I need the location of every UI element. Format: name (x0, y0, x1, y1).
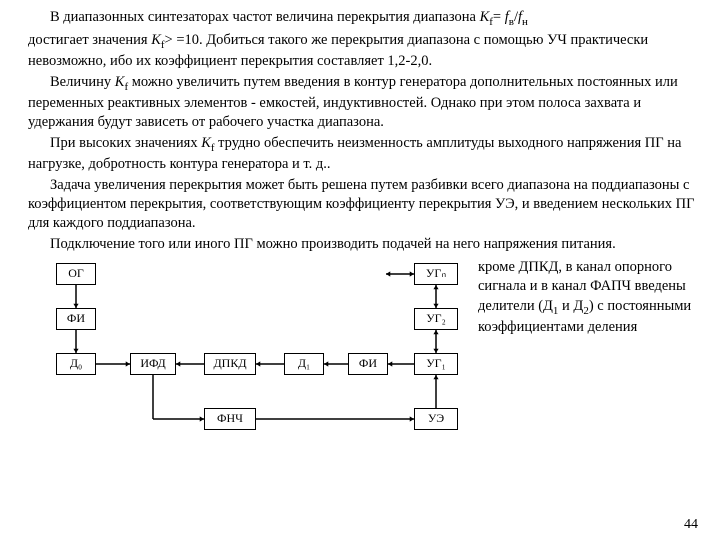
para-5: Задача увеличения перекрытия может быть … (28, 176, 698, 233)
eq-n: н (522, 16, 528, 28)
arrow (28, 258, 468, 446)
para-6: Подключение того или иного ПГ можно прои… (28, 235, 698, 254)
block-diagram: ОГФИД₀ИФДДПКДД₁ФИУГ₁УГ₂УГₙФНЧУЭ (28, 258, 468, 446)
para-3: Величину Кf можно увеличить путем введен… (28, 73, 698, 132)
eq-eq: = (493, 9, 505, 25)
t: и Д (558, 298, 583, 314)
para-1: В диапазонных синтезаторах частот величи… (28, 8, 698, 29)
Kf-K: K (151, 32, 161, 48)
para-2: достигает значения Kf> =10. Добиться так… (28, 31, 698, 71)
diagram-row: ОГФИД₀ИФДДПКДД₁ФИУГ₁УГ₂УГₙФНЧУЭ кроме ДП… (28, 258, 698, 446)
t: достигает значения (28, 32, 151, 48)
t: В диапазонных синтезаторах частот величи… (50, 9, 480, 25)
eq-K: K (480, 9, 490, 25)
t: Величину (50, 74, 115, 90)
K: К (201, 135, 211, 151)
t: При высоких значениях (50, 135, 201, 151)
para-4: При высоких значениях Кf трудно обеспечи… (28, 134, 698, 174)
page-number: 44 (684, 516, 698, 534)
K: К (115, 74, 125, 90)
side-note: кроме ДПКД, в канал опорного сигнала и в… (468, 258, 698, 446)
